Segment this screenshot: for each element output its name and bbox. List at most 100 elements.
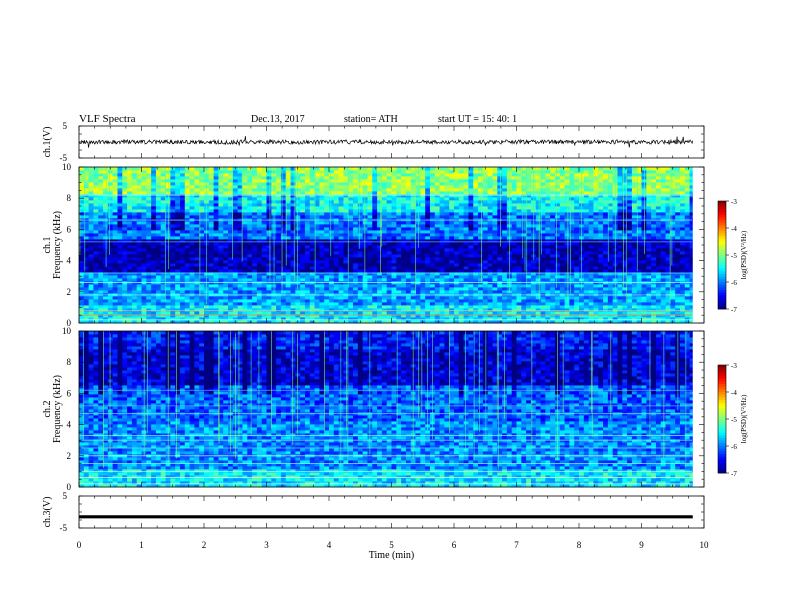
ch1_spectrogram-cell <box>642 263 647 266</box>
ch1_spectrogram-cell <box>589 311 594 314</box>
ch1_spectrogram-cell <box>464 224 469 227</box>
ch1_spectrogram-cell <box>108 263 113 266</box>
ch1_spectrogram-cell <box>228 266 233 269</box>
ch1_spectrogram-cell <box>117 242 122 245</box>
ch1_spectrogram-cell <box>343 266 348 269</box>
ch1_spectrogram-cell <box>589 242 594 245</box>
ch1_spectrogram-cell <box>170 245 175 248</box>
ch1_spectrogram-cell <box>425 236 430 239</box>
ch1_spectrogram-cell <box>358 224 363 227</box>
ch1_spectrogram-cell <box>531 290 536 293</box>
ch1_spectrogram-cell <box>468 287 473 290</box>
ch1_spectrogram-cell <box>392 209 397 212</box>
ch1_spectrogram-cell <box>267 233 272 236</box>
ch1_spectrogram-cell <box>512 272 517 275</box>
ch1_spectrogram-cell <box>348 221 353 224</box>
ch1_spectrogram-cell <box>560 290 565 293</box>
ch1_spectrogram-cell <box>680 254 685 257</box>
ch1_spectrogram-cell <box>252 242 257 245</box>
ch1_spectrogram-cell <box>651 227 656 230</box>
ch1_spectrogram-cell <box>132 278 137 281</box>
ch1_spectrogram-cell <box>127 260 132 263</box>
ch1_spectrogram-cell <box>377 287 382 290</box>
ch1_spectrogram-cell <box>377 251 382 254</box>
ch1_spectrogram-cell <box>536 212 541 215</box>
ch1_spectrogram-cell <box>569 233 574 236</box>
ch1_spectrogram-cell <box>156 227 161 230</box>
ch1_spectrogram-cell <box>685 299 690 302</box>
ch1_spectrogram-cell <box>180 242 185 245</box>
ch1_spectrogram-cell <box>132 305 137 308</box>
ch1_spectrogram-cell <box>656 302 661 305</box>
ch1_spectrogram-cell <box>218 233 223 236</box>
ch1_spectrogram-cell <box>267 242 272 245</box>
ch1_spectrogram-cell <box>122 272 127 275</box>
ch1_spectrogram-cell <box>363 245 368 248</box>
ch1_spectrogram-cell <box>675 263 680 266</box>
ch1_spectrogram-cell <box>670 236 675 239</box>
ch1_spectrogram-cell <box>560 275 565 278</box>
ch1_spectrogram-cell <box>675 248 680 251</box>
ch1_spectrogram-cell <box>319 230 324 233</box>
ch1_spectrogram-cell <box>151 296 156 299</box>
ch1_spectrogram-cell <box>127 233 132 236</box>
ch1_spectrogram-cell <box>420 305 425 308</box>
ch1_spectrogram-cell <box>608 257 613 260</box>
ch1_spectrogram-cell <box>223 257 228 260</box>
ch1_spectrogram-cell <box>180 230 185 233</box>
ch1_spectrogram-cell <box>146 314 151 317</box>
ch1_spectrogram-cell <box>286 266 291 269</box>
ch1_spectrogram-cell <box>117 305 122 308</box>
ch1_spectrogram-cell <box>122 284 127 287</box>
ch1_spectrogram-cell <box>103 251 108 254</box>
ch1_spectrogram-cell <box>416 245 421 248</box>
ch1_spectrogram-cell <box>680 314 685 317</box>
ch1_spectrogram-cell <box>680 242 685 245</box>
ch1_spectrogram-cell <box>353 233 358 236</box>
ch1_spectrogram-cell <box>497 254 502 257</box>
ch1_spectrogram-cell <box>593 275 598 278</box>
ch1_spectrogram-cell <box>569 236 574 239</box>
ch1_spectrogram-cell <box>521 248 526 251</box>
ch1_spectrogram-cell <box>392 221 397 224</box>
ch1_spectrogram-cell <box>166 215 171 218</box>
ch1_spectrogram-cell <box>622 257 627 260</box>
ch1_spectrogram-cell <box>291 230 296 233</box>
ch1_spectrogram-cell <box>214 242 219 245</box>
ch1_spectrogram-cell <box>478 272 483 275</box>
ch1_spectrogram-cell <box>502 260 507 263</box>
ch1_spectrogram-cell <box>387 251 392 254</box>
ch1_spectrogram-cell <box>593 245 598 248</box>
ch1_spectrogram-cell <box>214 254 219 257</box>
ch1_spectrogram-cell <box>541 266 546 269</box>
ch1_spectrogram-cell <box>329 242 334 245</box>
ch1_spectrogram-cell <box>281 311 286 314</box>
ch1_spectrogram-cell <box>512 275 517 278</box>
ch1_spectrogram-cell <box>242 242 247 245</box>
ch1_spectrogram-cell <box>382 305 387 308</box>
ch1_spectrogram-cell <box>560 257 565 260</box>
ch1_spectrogram-cell <box>242 215 247 218</box>
ch1_spectrogram-cell <box>473 263 478 266</box>
ch1_spectrogram-cell <box>166 302 171 305</box>
ch1_spectrogram-cell <box>324 248 329 251</box>
ch1_spectrogram-cell <box>209 287 214 290</box>
ch1_spectrogram-cell <box>247 254 252 257</box>
ch1_spectrogram-cell <box>334 275 339 278</box>
ch1_spectrogram-cell <box>550 257 555 260</box>
ch1_spectrogram-cell <box>300 230 305 233</box>
ch1_spectrogram-cell <box>257 221 262 224</box>
ch1_spectrogram-cell <box>286 299 291 302</box>
ch1_spectrogram-cell <box>98 290 103 293</box>
ch1_spectrogram-cell <box>93 305 98 308</box>
ch1_spectrogram-cell <box>262 215 267 218</box>
ch1_spectrogram-cell <box>492 230 497 233</box>
ch1_spectrogram-cell <box>584 269 589 272</box>
ch1_spectrogram-cell <box>425 314 430 317</box>
ch1_spectrogram-cell <box>656 272 661 275</box>
ch1_spectrogram-cell <box>440 233 445 236</box>
ch1_spectrogram-cell <box>209 269 214 272</box>
ch1_spectrogram-cell <box>675 272 680 275</box>
ch1_spectrogram-cell <box>276 290 281 293</box>
ch1_spectrogram-cell <box>401 227 406 230</box>
